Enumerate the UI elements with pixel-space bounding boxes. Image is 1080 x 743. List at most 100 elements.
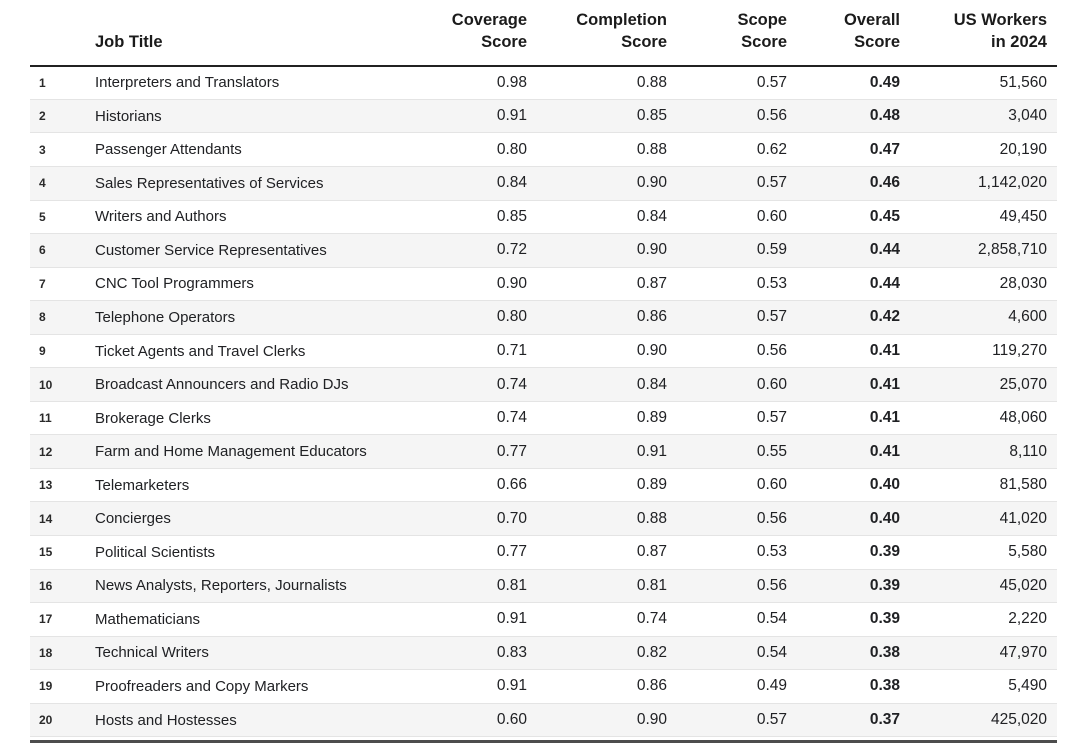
rank-cell: 2 bbox=[39, 109, 46, 124]
completion-score-cell: 0.82 bbox=[636, 643, 667, 661]
table-row: 17 Mathematicians 0.91 0.74 0.54 0.39 2,… bbox=[30, 603, 1057, 637]
scope-score-cell: 0.59 bbox=[756, 241, 787, 259]
scope-score-cell: 0.60 bbox=[756, 375, 787, 393]
job-title-cell: Technical Writers bbox=[95, 644, 209, 662]
table-row: 4 Sales Representatives of Services 0.84… bbox=[30, 166, 1057, 201]
table-row: 1 Interpreters and Translators 0.98 0.88… bbox=[30, 66, 1057, 100]
us-workers-cell: 3,040 bbox=[1008, 107, 1047, 125]
coverage-score-cell: 0.98 bbox=[496, 73, 527, 91]
table-row: 14 Concierges 0.70 0.88 0.56 0.40 41,020 bbox=[30, 501, 1057, 536]
us-workers-cell: 1,142,020 bbox=[978, 174, 1047, 192]
completion-score-cell: 0.86 bbox=[636, 308, 667, 326]
coverage-score-cell: 0.91 bbox=[496, 107, 527, 125]
completion-score-cell: 0.90 bbox=[636, 174, 667, 192]
us-workers-cell: 2,220 bbox=[1008, 610, 1047, 628]
job-title-cell: News Analysts, Reporters, Journalists bbox=[95, 577, 347, 595]
overall-score-cell: 0.40 bbox=[869, 476, 900, 494]
job-title-cell: Hosts and Hostesses bbox=[95, 711, 237, 729]
job-automation-score-table: Job Title Coverage Score Completion Scor… bbox=[30, 0, 1057, 737]
job-title-cell: Writers and Authors bbox=[95, 208, 227, 226]
completion-score-cell: 0.88 bbox=[636, 73, 667, 91]
rank-cell: 16 bbox=[39, 578, 53, 593]
rank-cell: 15 bbox=[39, 545, 53, 560]
table-row: 19 Proofreaders and Copy Markers 0.91 0.… bbox=[30, 670, 1057, 704]
table-row: 2 Historians 0.91 0.85 0.56 0.48 3,040 bbox=[30, 99, 1057, 133]
column-header-job-title: Job Title bbox=[95, 0, 430, 67]
overall-score-cell: 0.41 bbox=[869, 375, 900, 393]
us-workers-cell: 41,020 bbox=[999, 509, 1047, 527]
scope-score-cell: 0.53 bbox=[756, 274, 787, 292]
table-row: 13 Telemarketers 0.66 0.89 0.60 0.40 81,… bbox=[30, 468, 1057, 502]
us-workers-cell: 5,580 bbox=[1008, 543, 1047, 561]
coverage-score-cell: 0.72 bbox=[496, 241, 527, 259]
completion-score-cell: 0.91 bbox=[636, 442, 667, 460]
overall-score-cell: 0.40 bbox=[869, 509, 900, 527]
completion-score-cell: 0.89 bbox=[636, 476, 667, 494]
rank-cell: 8 bbox=[39, 310, 46, 325]
us-workers-cell: 47,970 bbox=[999, 643, 1047, 661]
table-row: 6 Customer Service Representatives 0.72 … bbox=[30, 233, 1057, 268]
scope-score-cell: 0.57 bbox=[756, 409, 787, 427]
rank-cell: 19 bbox=[39, 679, 53, 694]
us-workers-cell: 25,070 bbox=[999, 375, 1047, 393]
job-title-cell: Concierges bbox=[95, 510, 171, 528]
us-workers-cell: 45,020 bbox=[999, 576, 1047, 594]
table-row: 9 Ticket Agents and Travel Clerks 0.71 0… bbox=[30, 334, 1057, 368]
job-title-cell: Telephone Operators bbox=[95, 308, 236, 326]
overall-score-cell: 0.45 bbox=[869, 207, 900, 225]
overall-score-cell: 0.41 bbox=[869, 409, 900, 427]
completion-score-cell: 0.86 bbox=[636, 677, 667, 695]
us-workers-cell: 2,858,710 bbox=[978, 241, 1047, 259]
coverage-score-cell: 0.60 bbox=[496, 711, 527, 729]
coverage-score-cell: 0.74 bbox=[496, 409, 527, 427]
us-workers-cell: 49,450 bbox=[999, 207, 1047, 225]
rank-cell: 7 bbox=[39, 276, 46, 291]
overall-score-cell: 0.46 bbox=[869, 174, 900, 192]
scope-score-cell: 0.55 bbox=[756, 442, 787, 460]
column-header-overall-score: Overall Score bbox=[787, 0, 900, 67]
overall-score-cell: 0.47 bbox=[869, 140, 900, 158]
table-row: 15 Political Scientists 0.77 0.87 0.53 0… bbox=[30, 536, 1057, 570]
column-header-us-workers: US Workers in 2024 bbox=[900, 0, 1057, 67]
header-row: Job Title Coverage Score Completion Scor… bbox=[30, 0, 1057, 67]
job-title-cell: Broadcast Announcers and Radio DJs bbox=[95, 376, 349, 394]
job-title-cell: CNC Tool Programmers bbox=[95, 275, 254, 293]
completion-score-cell: 0.74 bbox=[636, 610, 667, 628]
completion-score-cell: 0.84 bbox=[636, 375, 667, 393]
us-workers-cell: 8,110 bbox=[1009, 442, 1047, 460]
scope-score-cell: 0.54 bbox=[756, 643, 787, 661]
us-workers-cell: 425,020 bbox=[990, 711, 1047, 729]
rank-cell: 3 bbox=[39, 142, 46, 157]
completion-score-cell: 0.87 bbox=[636, 274, 667, 292]
job-title-cell: Brokerage Clerks bbox=[95, 409, 211, 427]
coverage-score-cell: 0.71 bbox=[496, 342, 527, 360]
coverage-score-cell: 0.84 bbox=[496, 174, 527, 192]
table-row: 11 Brokerage Clerks 0.74 0.89 0.57 0.41 … bbox=[30, 401, 1057, 435]
table-row: 20 Hosts and Hostesses 0.60 0.90 0.57 0.… bbox=[30, 703, 1057, 737]
table-row: 5 Writers and Authors 0.85 0.84 0.60 0.4… bbox=[30, 200, 1057, 234]
table-row: 12 Farm and Home Management Educators 0.… bbox=[30, 434, 1057, 469]
us-workers-cell: 28,030 bbox=[999, 274, 1047, 292]
column-header-scope-score: Scope Score bbox=[667, 0, 787, 67]
coverage-score-cell: 0.85 bbox=[496, 207, 527, 225]
coverage-score-cell: 0.77 bbox=[496, 442, 527, 460]
coverage-score-cell: 0.91 bbox=[496, 610, 527, 628]
rank-cell: 4 bbox=[39, 176, 46, 191]
rank-cell: 20 bbox=[39, 713, 53, 728]
scope-score-cell: 0.56 bbox=[756, 107, 787, 125]
table-row: 8 Telephone Operators 0.80 0.86 0.57 0.4… bbox=[30, 300, 1057, 335]
rank-cell: 18 bbox=[39, 645, 53, 660]
column-header-coverage-score: Coverage Score bbox=[430, 0, 527, 67]
table-body: 1 Interpreters and Translators 0.98 0.88… bbox=[30, 66, 1057, 737]
completion-score-cell: 0.90 bbox=[636, 241, 667, 259]
scope-score-cell: 0.57 bbox=[756, 711, 787, 729]
table-header: Job Title Coverage Score Completion Scor… bbox=[30, 0, 1057, 67]
coverage-score-cell: 0.80 bbox=[496, 140, 527, 158]
rank-cell: 17 bbox=[39, 612, 53, 627]
coverage-score-cell: 0.74 bbox=[496, 375, 527, 393]
scope-score-cell: 0.57 bbox=[756, 308, 787, 326]
us-workers-cell: 119,270 bbox=[992, 342, 1047, 360]
rank-cell: 9 bbox=[39, 344, 46, 359]
overall-score-cell: 0.44 bbox=[869, 274, 900, 292]
coverage-score-cell: 0.91 bbox=[496, 677, 527, 695]
